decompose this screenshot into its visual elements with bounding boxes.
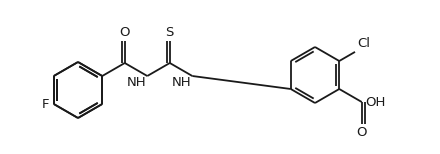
Text: OH: OH <box>365 95 385 109</box>
Text: Cl: Cl <box>357 37 370 50</box>
Text: O: O <box>356 126 367 139</box>
Text: S: S <box>165 26 174 39</box>
Text: F: F <box>41 97 49 111</box>
Text: O: O <box>120 26 130 39</box>
Text: NH: NH <box>127 75 147 89</box>
Text: NH: NH <box>172 75 192 89</box>
